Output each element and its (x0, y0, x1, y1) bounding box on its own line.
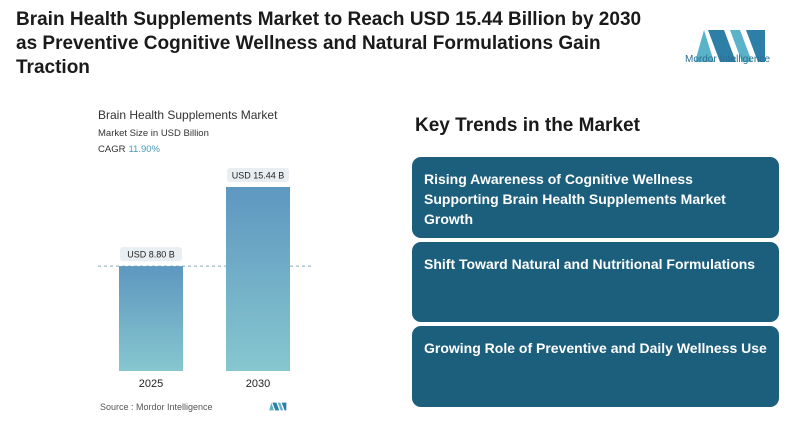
bar-2025 (119, 266, 183, 371)
cagr-value: 11.90% (128, 144, 160, 155)
data-label-2025: USD 8.80 B (127, 250, 175, 260)
chart-cagr: CAGR 11.90% (98, 144, 160, 155)
chart-source: Source : Mordor Intelligence (100, 402, 213, 412)
bar-2030 (226, 187, 290, 371)
chart-subtitle: Market Size in USD Billion (98, 128, 209, 139)
chart-title: Brain Health Supplements Market (98, 108, 278, 122)
trend-card-1: Rising Awareness of Cognitive Wellness S… (412, 157, 779, 238)
category-label-2025: 2025 (139, 378, 163, 390)
trend-text-2: Shift Toward Natural and Nutritional For… (424, 256, 756, 272)
bar-chart: USD 8.80 B 2025 USD 15.44 B 2030 (98, 168, 312, 390)
logo-text: Mordor Intelligence (685, 54, 771, 65)
trend-text-1: Rising Awareness of Cognitive Wellness S… (424, 171, 726, 227)
cagr-label: CAGR (98, 144, 126, 155)
category-label-2030: 2030 (246, 378, 270, 390)
headline: Brain Health Supplements Market to Reach… (16, 9, 642, 78)
data-label-bg-2025 (120, 247, 182, 262)
mordor-intelligence-logo (695, 30, 765, 62)
data-label-2030: USD 15.44 B (232, 171, 285, 181)
trend-card-3: Growing Role of Preventive and Daily Wel… (412, 326, 779, 407)
data-label-bg-2030 (227, 168, 289, 182)
trend-text-3: Growing Role of Preventive and Daily Wel… (424, 340, 767, 356)
mini-logo-icon (269, 402, 287, 411)
trend-card-2: Shift Toward Natural and Nutritional For… (412, 242, 779, 322)
trends-title: Key Trends in the Market (415, 115, 640, 136)
